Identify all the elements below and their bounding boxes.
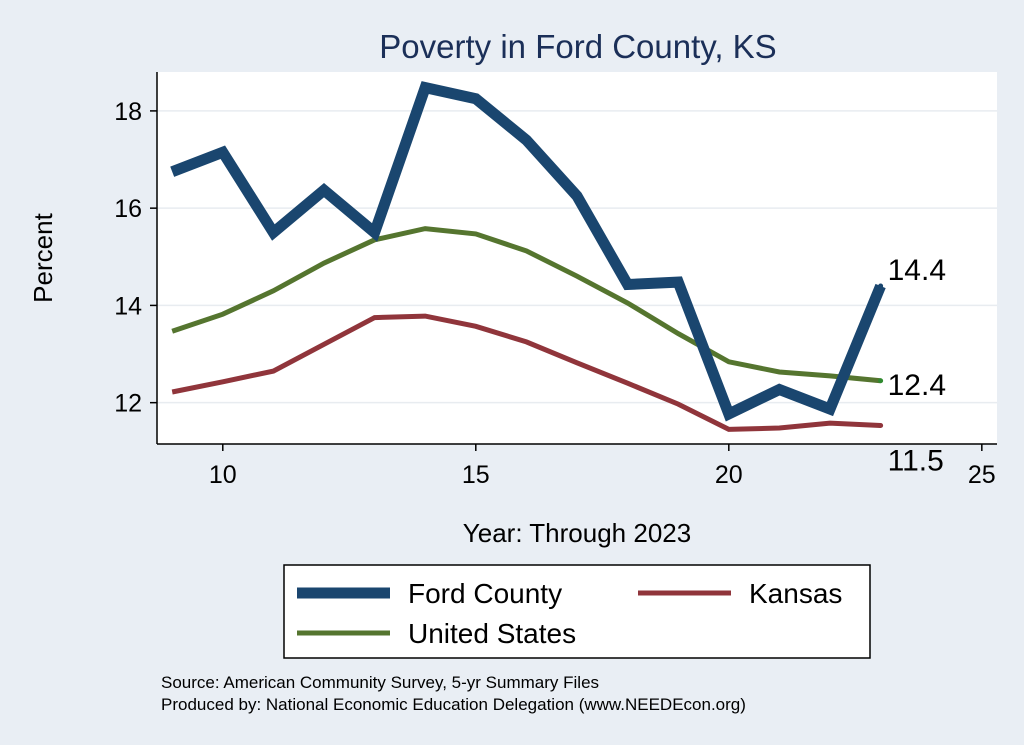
series-line-ford-county (170, 81, 886, 422)
plot-area (157, 72, 997, 444)
x-tick-label-20: 20 (715, 461, 743, 489)
series-end-point-ford-county (878, 283, 884, 289)
series-end-labels: 14.4 11.5 12.4 (888, 254, 946, 478)
y-tick-label-18: 18 (114, 98, 142, 126)
series-end-point-kansas (878, 423, 884, 429)
chart-title: Poverty in Ford County, KS (379, 28, 776, 65)
legend: Ford County Kansas United States (283, 564, 871, 659)
series-end-point-united-states (878, 378, 884, 384)
legend-label-ford-county: Ford County (408, 578, 562, 609)
series-lines (170, 81, 886, 432)
y-tick-label-14: 14 (114, 292, 142, 320)
y-axis-ticks: 12 14 16 18 (114, 98, 157, 418)
end-label-kansas: 11.5 (888, 445, 944, 478)
end-label-ford-county: 14.4 (888, 254, 946, 287)
x-axis-title: Year: Through 2023 (463, 518, 691, 548)
legend-box (283, 564, 871, 659)
y-tick-label-12: 12 (114, 390, 142, 418)
x-axis-ticks: 10 15 20 25 (209, 444, 996, 489)
series-line-united-states (171, 226, 881, 384)
legend-label-kansas: Kansas (749, 578, 842, 609)
legend-label-united-states: United States (408, 618, 576, 649)
source-note: Source: American Community Survey, 5-yr … (161, 673, 599, 692)
x-tick-label-10: 10 (209, 461, 237, 489)
end-label-united-states: 12.4 (888, 369, 946, 402)
producer-note: Produced by: National Economic Education… (161, 695, 746, 714)
x-tick-label-15: 15 (462, 461, 490, 489)
y-tick-label-16: 16 (114, 195, 142, 223)
series-line-kansas (171, 313, 881, 432)
y-axis-title: Percent (28, 212, 58, 302)
x-tick-label-25: 25 (968, 461, 996, 489)
